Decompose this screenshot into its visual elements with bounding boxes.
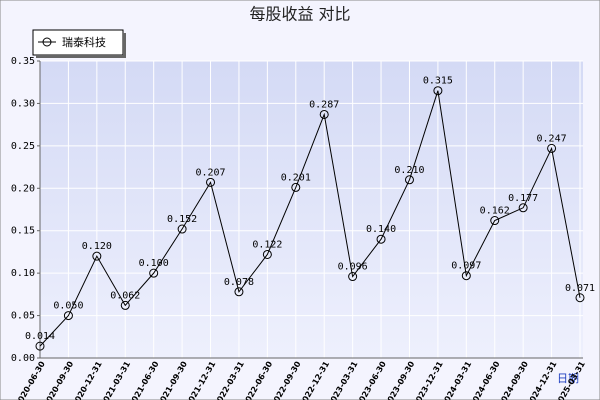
legend-shadow (36, 55, 126, 58)
value-label: 0.100 (139, 258, 169, 269)
value-label: 0.097 (451, 261, 481, 272)
legend-marker (42, 37, 52, 47)
value-label: 0.315 (423, 76, 453, 87)
point (575, 293, 585, 303)
point (547, 143, 557, 153)
y-tick-label: 0.35 (11, 56, 35, 67)
value-label: 0.122 (252, 239, 282, 250)
value-label: 0.140 (366, 224, 396, 235)
point (92, 251, 102, 261)
y-tick-label: 0.15 (11, 226, 35, 237)
value-label: 0.014 (25, 331, 55, 342)
legend-shadow (123, 33, 126, 58)
value-label: 0.096 (338, 262, 368, 273)
value-label: 0.120 (82, 241, 112, 252)
point (461, 271, 471, 281)
value-label: 0.152 (167, 214, 197, 225)
y-tick-label: 0.20 (11, 183, 35, 194)
value-label: 0.201 (281, 172, 311, 183)
point (177, 224, 187, 234)
point (404, 175, 414, 185)
point (376, 234, 386, 244)
value-label: 0.062 (110, 290, 140, 301)
point (120, 300, 130, 310)
y-tick-label: 0.30 (11, 98, 35, 109)
point (348, 272, 358, 282)
y-tick-label: 0.10 (11, 268, 35, 279)
value-label: 0.210 (394, 165, 424, 176)
point (433, 86, 443, 96)
chart-title: 每股收益 对比 (249, 5, 350, 24)
point (234, 287, 244, 297)
point (291, 182, 301, 192)
value-label: 0.247 (537, 133, 567, 144)
legend-label: 瑞泰科技 (62, 35, 106, 49)
value-label: 0.071 (565, 283, 595, 294)
value-label: 0.207 (195, 167, 225, 178)
point (319, 109, 329, 119)
y-tick-label: 0.00 (11, 353, 35, 364)
point (518, 203, 528, 213)
point (206, 177, 216, 187)
value-label: 0.287 (309, 99, 339, 110)
x-axis-label: 日期 (557, 372, 579, 385)
value-label: 0.177 (508, 193, 538, 204)
value-label: 0.078 (224, 277, 254, 288)
point (262, 249, 272, 259)
y-tick-label: 0.25 (11, 141, 35, 152)
plot-area (40, 61, 583, 358)
point (149, 268, 159, 278)
y-tick-label: 0.05 (11, 311, 35, 322)
point (63, 311, 73, 321)
point (35, 341, 45, 351)
value-label: 0.050 (53, 301, 83, 312)
value-label: 0.162 (480, 206, 510, 217)
point (490, 216, 500, 226)
series-line (39, 90, 581, 347)
